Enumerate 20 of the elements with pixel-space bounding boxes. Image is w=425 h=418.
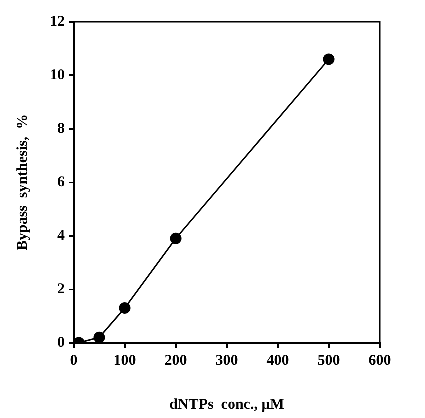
y-tick-label: 8 [58, 120, 65, 137]
x-tick-label: 0 [70, 352, 78, 369]
x-tick-label: 400 [266, 352, 290, 369]
point [119, 302, 131, 314]
x-tick-label: 100 [114, 352, 136, 369]
point [94, 332, 106, 343]
x-tick-label: 500 [318, 352, 340, 369]
x-axis-title: dNTPs conc., μM [170, 396, 284, 413]
y-axis-title: Bypass synthesis, % [14, 114, 31, 251]
point [170, 232, 182, 244]
x-tick-label: 600 [368, 352, 392, 369]
y-tick-label: 4 [58, 228, 66, 244]
y-tick-label: 2 [58, 281, 65, 298]
y-tick-label: 12 [50, 14, 65, 30]
y-tick-label: 10 [50, 67, 65, 84]
point [323, 54, 335, 66]
x-tick-label: 200 [164, 352, 188, 369]
y-tick-label: 0 [58, 334, 65, 351]
x-tick-label: 300 [216, 352, 238, 369]
y-tick-label: 6 [58, 174, 66, 190]
